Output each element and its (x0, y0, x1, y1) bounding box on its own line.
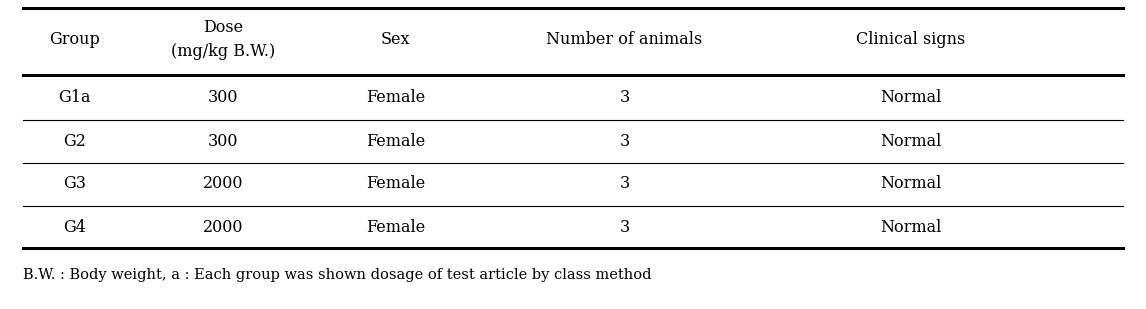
Text: 3: 3 (620, 218, 629, 235)
Text: Normal: Normal (880, 88, 942, 105)
Text: B.W. : Body weight, a : Each group was shown dosage of test article by class met: B.W. : Body weight, a : Each group was s… (23, 268, 651, 282)
Text: Sex: Sex (380, 32, 410, 49)
Text: Clinical signs: Clinical signs (856, 32, 966, 49)
Text: Normal: Normal (880, 176, 942, 193)
Text: Female: Female (366, 88, 425, 105)
Text: 2000: 2000 (203, 176, 244, 193)
Text: 3: 3 (620, 176, 629, 193)
Text: 300: 300 (209, 88, 238, 105)
Text: 2000: 2000 (203, 218, 244, 235)
Text: Group: Group (49, 32, 100, 49)
Text: Female: Female (366, 218, 425, 235)
Text: Female: Female (366, 133, 425, 150)
Text: 3: 3 (620, 88, 629, 105)
Text: Number of animals: Number of animals (547, 32, 702, 49)
Text: Female: Female (366, 176, 425, 193)
Text: 3: 3 (620, 133, 629, 150)
Text: (mg/kg B.W.): (mg/kg B.W.) (172, 44, 275, 61)
Text: Normal: Normal (880, 133, 942, 150)
Text: 300: 300 (209, 133, 238, 150)
Text: Normal: Normal (880, 218, 942, 235)
Text: Dose: Dose (203, 19, 244, 36)
Text: G3: G3 (63, 176, 86, 193)
Text: G4: G4 (63, 218, 86, 235)
Text: G1a: G1a (58, 88, 91, 105)
Text: G2: G2 (63, 133, 86, 150)
